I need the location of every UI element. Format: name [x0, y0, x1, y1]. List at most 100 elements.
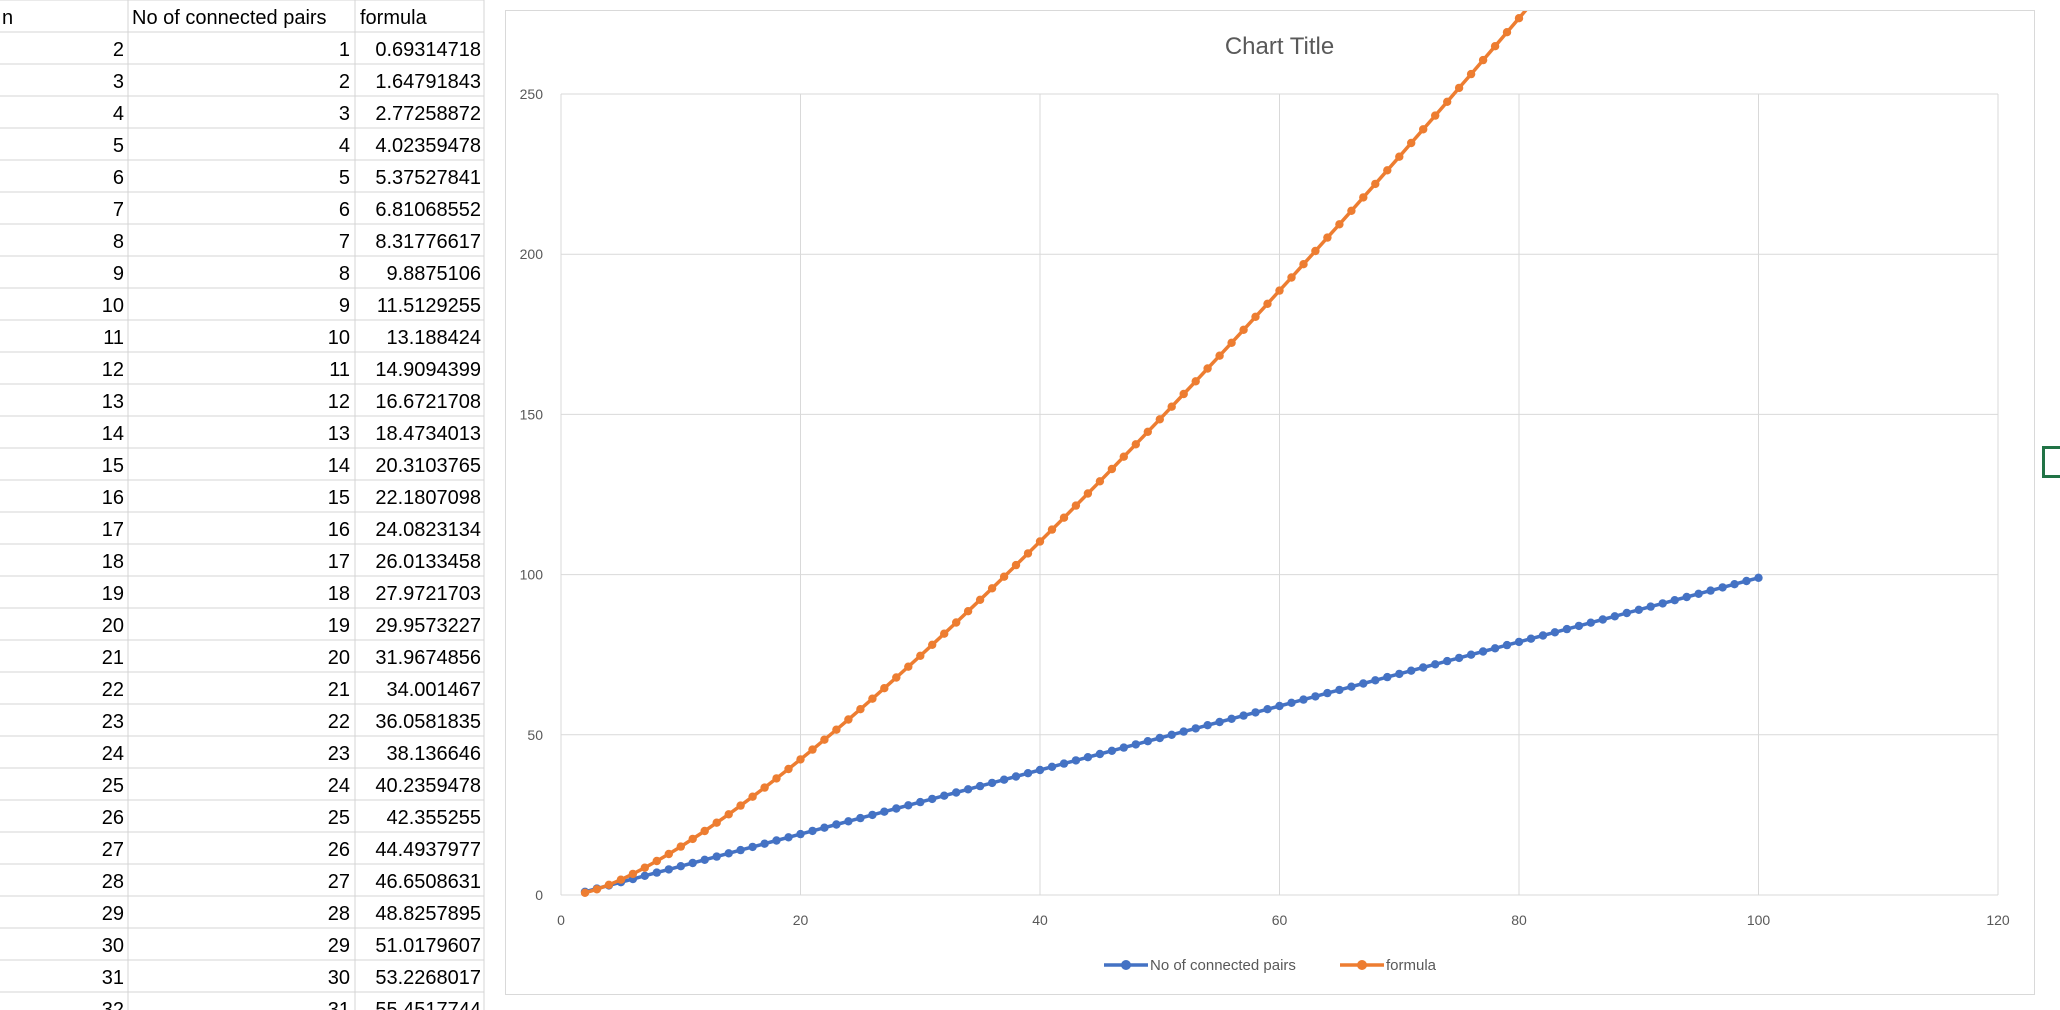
table-cell[interactable]: 11.5129255: [377, 295, 481, 317]
table-cell[interactable]: 0.69314718: [375, 39, 481, 61]
table-cell[interactable]: 48.8257895: [375, 903, 481, 925]
table-cell[interactable]: 12: [102, 359, 124, 381]
table-cell[interactable]: 18: [328, 583, 350, 605]
table-cell[interactable]: 53.2268017: [375, 967, 481, 989]
table-cell[interactable]: 23: [328, 743, 350, 765]
table-cell[interactable]: 11: [329, 359, 350, 381]
table-cell[interactable]: 1.64791843: [375, 71, 481, 93]
table-cell[interactable]: 32: [102, 999, 124, 1010]
table-cell[interactable]: 34.001467: [386, 679, 481, 701]
table-cell[interactable]: 36.0581835: [375, 711, 481, 733]
table-cell[interactable]: 14.9094399: [375, 359, 481, 381]
table-cell[interactable]: 17: [328, 551, 350, 573]
table-cell[interactable]: 8: [339, 263, 350, 285]
table-cell[interactable]: 10: [328, 327, 350, 349]
table-cell[interactable]: 30: [102, 935, 124, 957]
table-cell[interactable]: 51.0179607: [375, 935, 481, 957]
table-cell[interactable]: 6.81068552: [375, 199, 481, 221]
table-cell[interactable]: 9: [339, 295, 350, 317]
table-cell[interactable]: 16.6721708: [375, 391, 481, 413]
table-cell[interactable]: 30: [328, 967, 350, 989]
table-cell[interactable]: 26.0133458: [375, 551, 481, 573]
table-cell[interactable]: 24: [328, 775, 350, 797]
table-cell[interactable]: 2: [339, 71, 350, 93]
table-cell[interactable]: 31: [102, 967, 124, 989]
table-cell[interactable]: 4: [339, 135, 350, 157]
table-cell[interactable]: 29: [328, 935, 350, 957]
table-cell[interactable]: 22: [102, 679, 124, 701]
table-cell[interactable]: 55.4517744: [375, 999, 481, 1010]
table-cell[interactable]: 5.37527841: [375, 167, 481, 189]
table-cell[interactable]: 4: [113, 103, 124, 125]
table-cell[interactable]: 23: [102, 711, 124, 733]
table-cell[interactable]: 20.3103765: [375, 455, 481, 477]
table-cell[interactable]: 38.136646: [386, 743, 481, 765]
table-cell[interactable]: 28: [328, 903, 350, 925]
table-cell[interactable]: 15: [102, 455, 124, 477]
table-cell[interactable]: 20: [328, 647, 350, 669]
table-cell[interactable]: 6: [339, 199, 350, 221]
table-cell[interactable]: 5: [113, 135, 124, 157]
table-cell[interactable]: 24: [102, 743, 124, 765]
table-cell[interactable]: 13: [328, 423, 350, 445]
table-cell[interactable]: 2: [113, 39, 124, 61]
table-cell[interactable]: 27: [102, 839, 124, 861]
table-cell[interactable]: 9.8875106: [386, 263, 481, 285]
table-cell[interactable]: 12: [328, 391, 350, 413]
table-cell[interactable]: 44.4937977: [375, 839, 481, 861]
table-cell[interactable]: 14: [102, 423, 124, 445]
table-cell[interactable]: 25: [328, 807, 350, 829]
table-cell[interactable]: 7: [339, 231, 350, 253]
data-point: [1251, 708, 1259, 716]
table-cell[interactable]: 7: [113, 199, 124, 221]
table-cell[interactable]: 31: [328, 999, 350, 1010]
table-cell[interactable]: 21: [102, 647, 124, 669]
table-cell[interactable]: 40.2359478: [375, 775, 481, 797]
chart-area[interactable]: Chart Title 0 50 100 150 200 250 0 20 40 60 80 100 12…: [505, 10, 2035, 995]
table-cell[interactable]: 2.77258872: [375, 103, 481, 125]
table-cell[interactable]: 8: [113, 231, 124, 253]
table-cell[interactable]: 6: [113, 167, 124, 189]
header-cell[interactable]: n: [2, 7, 13, 29]
table-cell[interactable]: 17: [102, 519, 124, 541]
table-cell[interactable]: 27.9721703: [375, 583, 481, 605]
table-cell[interactable]: 46.6508631: [375, 871, 481, 893]
table-cell[interactable]: 13: [102, 391, 124, 413]
table-cell[interactable]: 5: [339, 167, 350, 189]
table-cell[interactable]: 18: [102, 551, 124, 573]
table-cell[interactable]: 19: [328, 615, 350, 637]
table-cell[interactable]: 3: [113, 71, 124, 93]
table-cell[interactable]: 24.0823134: [375, 519, 481, 541]
header-cell[interactable]: No of connected pairs: [132, 7, 327, 29]
table-cell[interactable]: 14: [328, 455, 350, 477]
header-cell[interactable]: formula: [360, 7, 428, 29]
table-cell[interactable]: 29: [102, 903, 124, 925]
table-cell[interactable]: 9: [113, 263, 124, 285]
table-cell[interactable]: 19: [102, 583, 124, 605]
table-cell[interactable]: 3: [339, 103, 350, 125]
active-cell-selection[interactable]: [2042, 446, 2060, 478]
table-cell[interactable]: 16: [328, 519, 350, 541]
table-cell[interactable]: 22.1807098: [375, 487, 481, 509]
table-cell[interactable]: 28: [102, 871, 124, 893]
table-cell[interactable]: 22: [328, 711, 350, 733]
table-cell[interactable]: 26: [102, 807, 124, 829]
table-cell[interactable]: 31.9674856: [375, 647, 481, 669]
table-cell[interactable]: 1: [339, 39, 350, 61]
table-cell[interactable]: 16: [102, 487, 124, 509]
table-cell[interactable]: 26: [328, 839, 350, 861]
table-cell[interactable]: 13.188424: [386, 327, 481, 349]
table-cell[interactable]: 10: [102, 295, 124, 317]
table-cell[interactable]: 25: [102, 775, 124, 797]
table-cell[interactable]: 11: [103, 327, 124, 349]
table-cell[interactable]: 15: [328, 487, 350, 509]
data-point: [904, 801, 912, 809]
table-cell[interactable]: 18.4734013: [375, 423, 481, 445]
table-cell[interactable]: 29.9573227: [375, 615, 481, 637]
table-cell[interactable]: 42.355255: [386, 807, 481, 829]
table-cell[interactable]: 21: [328, 679, 350, 701]
table-cell[interactable]: 20: [102, 615, 124, 637]
table-cell[interactable]: 8.31776617: [375, 231, 481, 253]
table-cell[interactable]: 27: [328, 871, 350, 893]
table-cell[interactable]: 4.02359478: [375, 135, 481, 157]
